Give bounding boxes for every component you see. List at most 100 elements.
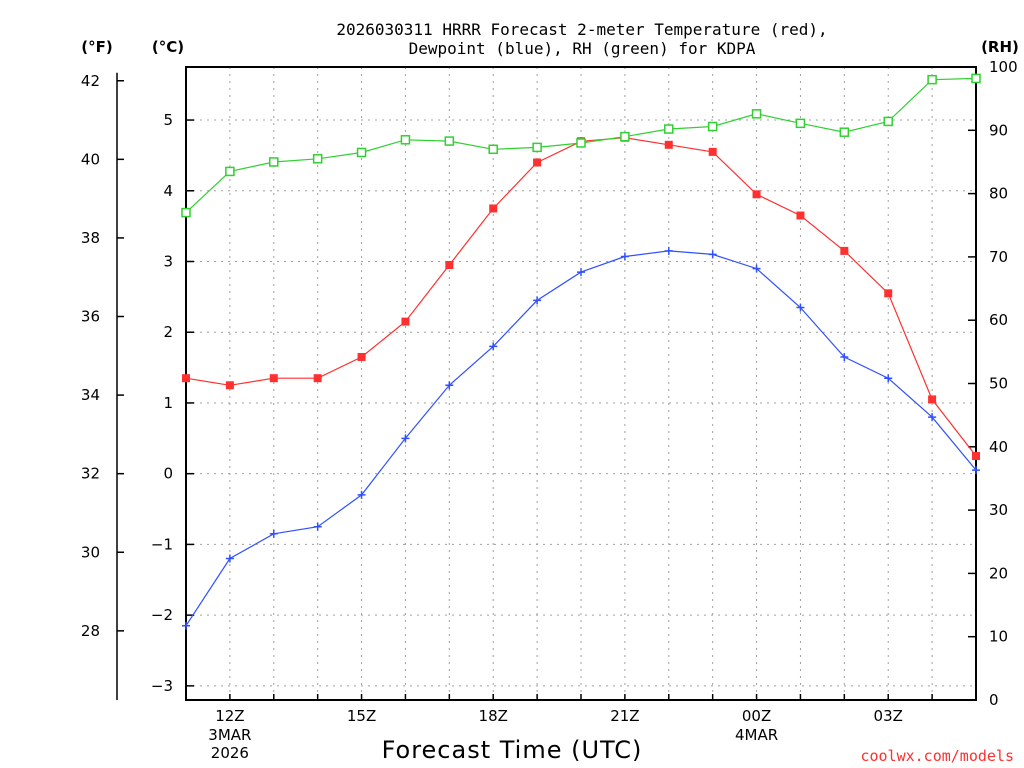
dewpoint-point xyxy=(489,342,498,351)
axes xyxy=(116,66,977,701)
dewpoint-point xyxy=(664,246,673,255)
rh-point xyxy=(225,166,235,177)
x-tick-date-label: 3MAR xyxy=(208,726,251,744)
celsius-tick-label: 5 xyxy=(163,111,173,129)
dewpoint-point xyxy=(708,250,717,259)
x-tick-year-label: 2026 xyxy=(211,744,249,762)
dewpoint-point xyxy=(796,303,805,312)
x-tick-date-label: 4MAR xyxy=(735,726,778,744)
x-tick-label: 18Z xyxy=(479,707,508,725)
celsius-tick-label: 0 xyxy=(163,465,173,483)
temperature-point xyxy=(445,261,454,270)
temperature-point xyxy=(489,204,498,213)
tick-labels: 2830323436384042−3−2−1012345010203040506… xyxy=(81,58,1018,762)
x-axis-label: Forecast Time (UTC) xyxy=(382,736,643,764)
rh-axis-label: (RH) xyxy=(981,38,1019,56)
rh-tick-label: 20 xyxy=(989,564,1008,582)
dewpoint-point xyxy=(752,264,761,273)
chart-title-line1: 2026030311 HRRR Forecast 2-meter Tempera… xyxy=(336,20,827,39)
fahrenheit-tick-label: 30 xyxy=(81,543,100,561)
celsius-tick-label: 2 xyxy=(163,323,173,341)
dewpoint-point xyxy=(972,466,980,475)
x-tick-label: 12Z xyxy=(215,707,244,725)
temperature-point xyxy=(752,190,761,199)
temperature-point xyxy=(796,211,805,220)
dewpoint-point xyxy=(577,268,585,277)
rh-point xyxy=(839,127,850,137)
rh-tick-label: 100 xyxy=(989,58,1018,76)
rh-point xyxy=(356,147,367,158)
rh-tick-label: 50 xyxy=(989,375,1008,393)
temperature-point xyxy=(664,140,673,149)
rh-point xyxy=(971,73,981,84)
dewpoint-point xyxy=(401,434,410,443)
rh-point xyxy=(269,157,279,167)
rh-tick-label: 10 xyxy=(989,628,1008,646)
dewpoint-point xyxy=(313,522,322,531)
temperature-line xyxy=(185,137,977,457)
rh-point xyxy=(576,138,586,148)
rh-point xyxy=(664,124,674,134)
temperature-point xyxy=(269,374,278,383)
fahrenheit-tick-label: 34 xyxy=(81,386,100,404)
rh-point xyxy=(532,142,542,153)
rh-tick-label: 80 xyxy=(989,185,1008,203)
celsius-tick-label: 3 xyxy=(163,252,173,270)
dewpoint-point xyxy=(269,529,278,538)
fahrenheit-tick-label: 32 xyxy=(81,465,100,483)
dewpoint-point xyxy=(928,413,937,422)
temperature-point xyxy=(928,395,937,404)
celsius-tick-label: −2 xyxy=(151,606,173,624)
fahrenheit-tick-label: 42 xyxy=(81,72,100,90)
temperature-point xyxy=(357,352,366,361)
rh-point xyxy=(927,74,937,85)
rh-point xyxy=(444,136,455,146)
data-series xyxy=(181,73,981,630)
rh-tick-label: 60 xyxy=(989,311,1008,329)
temperature-point xyxy=(840,246,849,255)
rh-point xyxy=(883,116,893,127)
rh-tick-label: 30 xyxy=(989,501,1008,519)
temperature-point xyxy=(972,451,980,460)
dewpoint-point xyxy=(533,296,542,305)
temperature-point xyxy=(401,317,410,326)
x-tick-label: 00Z xyxy=(742,707,771,725)
celsius-tick-label: −3 xyxy=(151,677,173,695)
dewpoint-point xyxy=(445,381,454,390)
credit-text: coolwx.com/models xyxy=(860,747,1014,765)
temperature-point xyxy=(884,289,893,298)
dewpoint-point xyxy=(225,554,234,563)
rh-point xyxy=(751,109,762,119)
rh-point xyxy=(620,131,630,142)
temperature-point xyxy=(225,381,234,390)
x-tick-label: 15Z xyxy=(347,707,376,725)
celsius-tick-label: 4 xyxy=(163,182,173,200)
rh-point xyxy=(400,135,411,145)
celsius-tick-label: 1 xyxy=(163,394,173,412)
fahrenheit-tick-label: 40 xyxy=(81,150,100,168)
fahrenheit-tick-label: 28 xyxy=(81,622,100,640)
rh-tick-label: 70 xyxy=(989,248,1008,266)
dewpoint-point xyxy=(182,621,190,630)
fahrenheit-tick-label: 38 xyxy=(81,229,100,247)
dewpoint-point xyxy=(357,490,366,499)
temperature-point xyxy=(708,147,717,156)
rh-point xyxy=(181,207,191,218)
rh-tick-label: 0 xyxy=(989,691,999,709)
fahrenheit-tick-label: 36 xyxy=(81,308,100,326)
x-tick-label: 21Z xyxy=(610,707,639,725)
rh-point xyxy=(488,144,498,155)
gridlines xyxy=(185,67,977,700)
dewpoint-point xyxy=(620,252,629,261)
dewpoint-point xyxy=(840,352,849,361)
temperature-point xyxy=(533,158,542,167)
celsius-tick-label: −1 xyxy=(151,535,173,553)
dewpoint-point xyxy=(884,374,893,383)
x-tick-label: 03Z xyxy=(874,707,903,725)
temperature-point xyxy=(182,374,190,383)
rh-tick-label: 90 xyxy=(989,121,1008,139)
rh-point xyxy=(795,118,806,129)
rh-point xyxy=(312,154,323,164)
temperature-point xyxy=(313,374,322,383)
